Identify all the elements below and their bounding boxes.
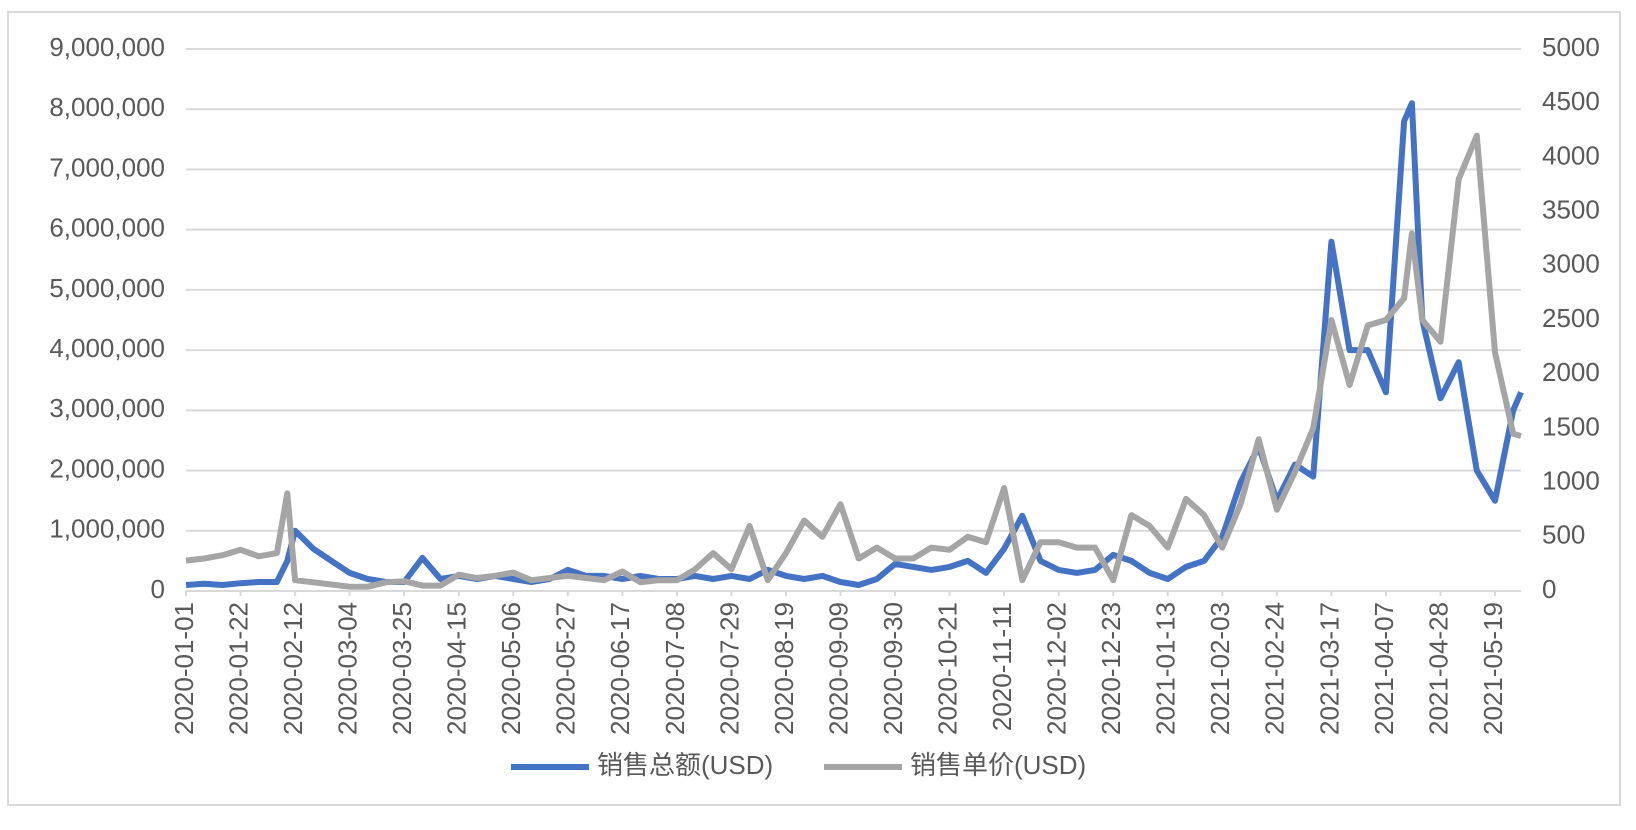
x-tick-label: 2021-03-17	[1314, 602, 1344, 735]
y2-tick-label: 1500	[1542, 411, 1600, 441]
y2-tick-label: 1000	[1542, 465, 1600, 495]
y-tick-label: 7,000,000	[49, 152, 165, 182]
x-tick-label: 2020-01-01	[169, 602, 199, 735]
x-tick-label: 2020-01-22	[223, 602, 253, 735]
x-tick-label: 2020-09-09	[823, 602, 853, 735]
x-tick-label: 2021-04-28	[1423, 602, 1453, 735]
x-tick-label: 2020-07-29	[714, 602, 744, 735]
x-tick-label: 2021-02-03	[1205, 602, 1235, 735]
y2-tick-label: 3000	[1542, 249, 1600, 279]
y-tick-label: 3,000,000	[49, 393, 165, 423]
x-tick-label: 2020-08-19	[769, 602, 799, 735]
y2-tick-label: 0	[1542, 574, 1556, 604]
y2-tick-label: 2000	[1542, 357, 1600, 387]
series-line	[185, 132, 1522, 590]
y2-tick-label: 3500	[1542, 194, 1600, 224]
x-tick-label: 2020-05-27	[551, 602, 581, 735]
x-tick-label: 2020-07-08	[660, 602, 690, 735]
y-tick-label: 9,000,000	[49, 32, 165, 62]
x-tick-label: 2021-04-07	[1369, 602, 1399, 735]
legend-label: 销售总额(USD)	[597, 750, 773, 780]
y-tick-label: 0	[151, 574, 165, 604]
y2-tick-label: 5000	[1542, 32, 1600, 62]
chart-frame	[7, 11, 1621, 806]
x-tick-label: 2020-03-25	[387, 602, 417, 735]
y-tick-label: 2,000,000	[49, 453, 165, 483]
y-tick-label: 4,000,000	[49, 333, 165, 363]
y-tick-label: 8,000,000	[49, 92, 165, 122]
x-tick-label: 2020-11-11	[987, 602, 1017, 731]
x-tick-label: 2020-12-02	[1042, 602, 1072, 735]
x-tick-label: 2020-03-04	[333, 602, 363, 735]
x-tick-label: 2020-06-17	[605, 602, 635, 735]
x-tick-label: 2021-05-19	[1478, 602, 1508, 735]
y-tick-label: 6,000,000	[49, 213, 165, 243]
legend-label: 销售单价(USD)	[910, 750, 1086, 780]
x-tick-label: 2021-02-24	[1260, 602, 1290, 735]
x-tick-label: 2021-01-13	[1151, 602, 1181, 735]
y-tick-label: 5,000,000	[49, 273, 165, 303]
x-tick-label: 2020-02-12	[278, 602, 308, 735]
y2-tick-label: 4500	[1542, 86, 1600, 116]
y-tick-label: 1,000,000	[49, 514, 165, 544]
x-tick-label: 2020-09-30	[878, 602, 908, 735]
y2-tick-label: 500	[1542, 520, 1585, 550]
x-tick-label: 2020-04-15	[442, 602, 472, 735]
y2-tick-label: 4000	[1542, 140, 1600, 170]
x-tick-label: 2020-10-21	[932, 602, 962, 735]
x-tick-label: 2020-12-23	[1096, 602, 1126, 735]
y2-tick-label: 2500	[1542, 303, 1600, 333]
x-tick-label: 2020-05-06	[496, 602, 526, 735]
